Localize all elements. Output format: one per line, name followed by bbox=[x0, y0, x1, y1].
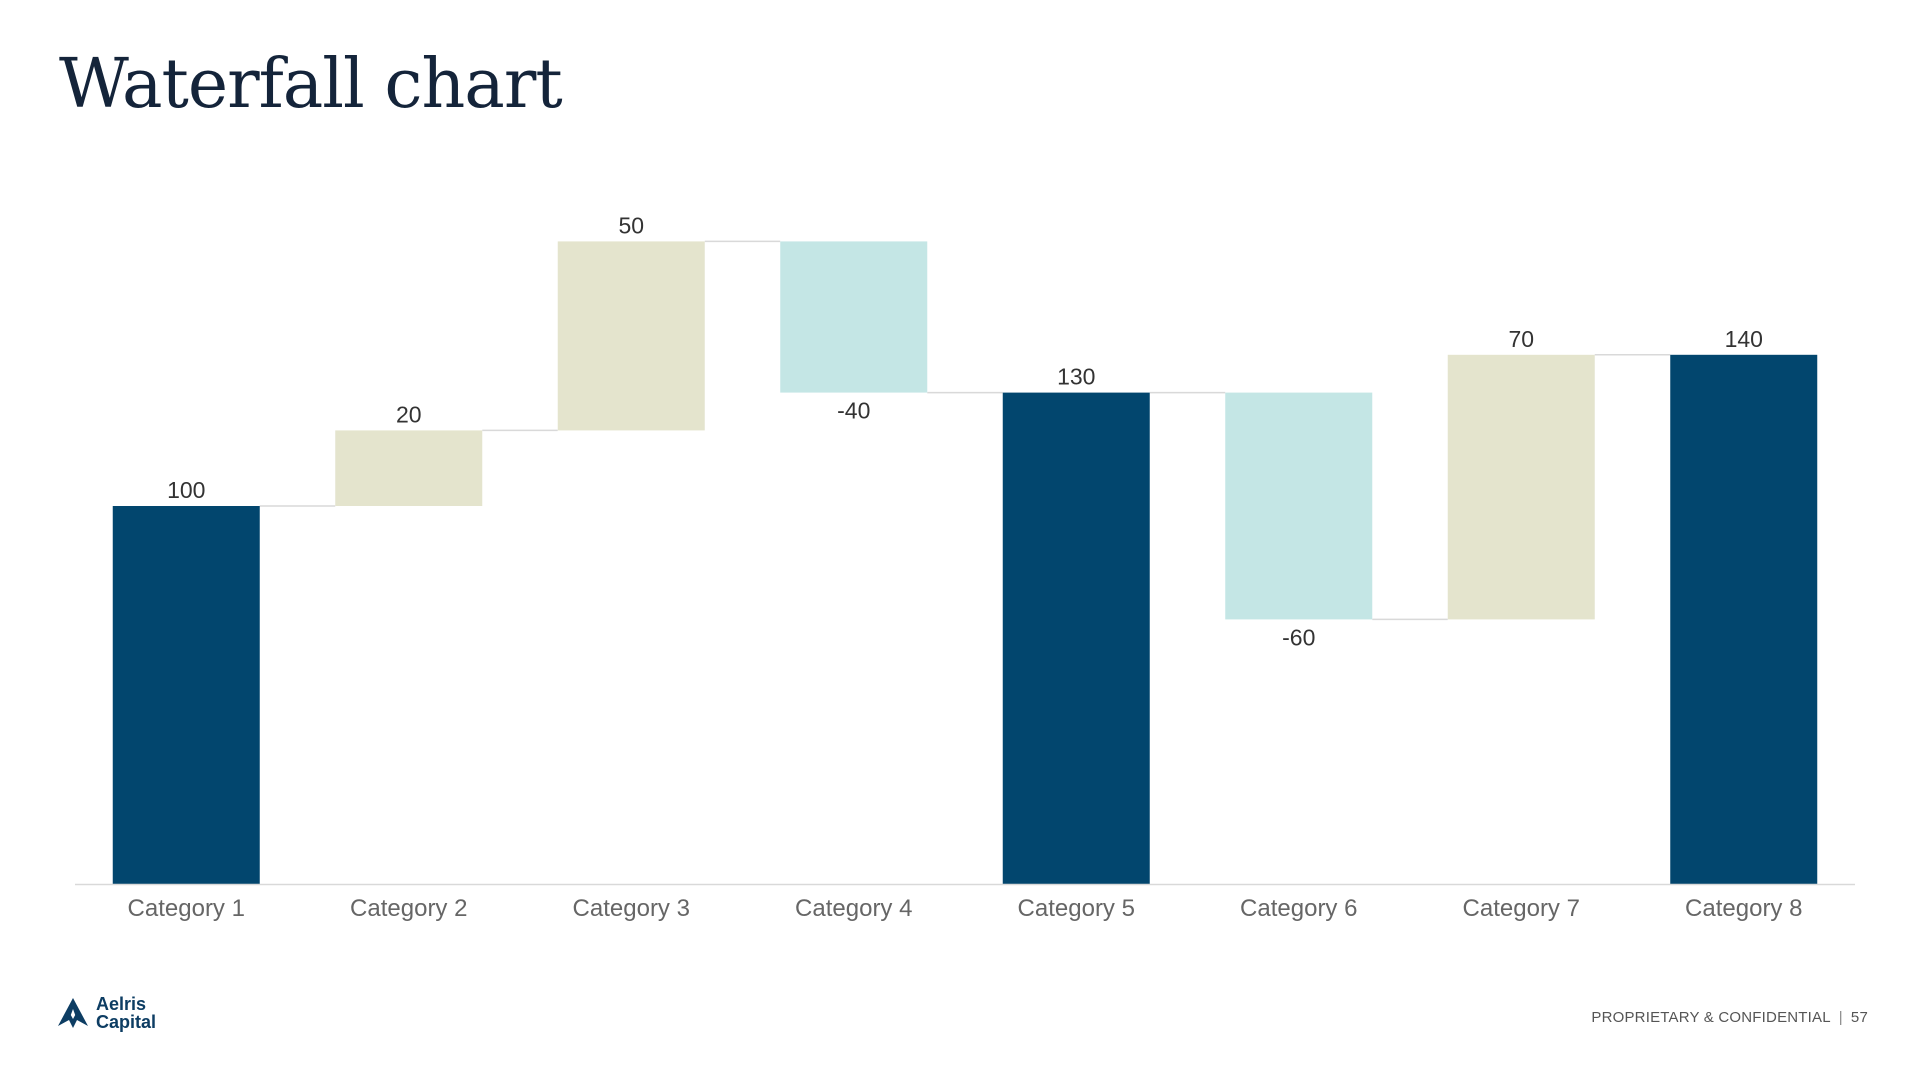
bar-7 bbox=[1447, 354, 1595, 620]
data-label-2: 20 bbox=[396, 401, 422, 427]
category-label-8: Category 8 bbox=[1685, 895, 1802, 922]
footer-separator: | bbox=[1838, 1009, 1843, 1026]
data-label-6: -60 bbox=[1282, 624, 1315, 650]
data-label-3: 50 bbox=[618, 212, 644, 238]
page-number: 57 bbox=[1850, 1009, 1868, 1026]
bar-4 bbox=[780, 241, 928, 393]
slide-title: Waterfall chart bbox=[59, 45, 563, 124]
data-label-4: -40 bbox=[837, 398, 870, 424]
logo-subname: Capital bbox=[96, 1012, 157, 1032]
bars bbox=[112, 241, 1818, 884]
data-label-7: 70 bbox=[1508, 326, 1534, 352]
connector-lines bbox=[259, 240, 1671, 621]
bar-3 bbox=[557, 241, 705, 431]
bar-1 bbox=[112, 506, 260, 884]
confidential-notice: PROPRIETARY & CONFIDENTIAL bbox=[1591, 1009, 1831, 1026]
bar-8 bbox=[1670, 354, 1818, 884]
bar-5 bbox=[1002, 392, 1150, 884]
category-label-3: Category 3 bbox=[573, 895, 690, 922]
data-label-5: 130 bbox=[1057, 364, 1095, 390]
category-label-7: Category 7 bbox=[1463, 895, 1580, 922]
footer: PROPRIETARY & CONFIDENTIAL | 57 bbox=[1591, 1009, 1868, 1026]
bar-6 bbox=[1225, 392, 1373, 620]
bar-2 bbox=[335, 430, 483, 506]
category-axis-labels: Category 1 Category 2 Category 3 Category 4… bbox=[128, 895, 1803, 922]
star-triangle-icon bbox=[58, 998, 88, 1028]
category-label-1: Category 1 bbox=[128, 895, 245, 922]
category-label-5: Category 5 bbox=[1018, 895, 1135, 922]
category-label-2: Category 2 bbox=[350, 895, 467, 922]
data-labels: 100 20 50 -40 130 -60 70 140 bbox=[167, 212, 1763, 650]
company-logo: Aelris Capital bbox=[56, 995, 156, 1031]
data-label-1: 100 bbox=[167, 477, 205, 503]
category-label-6: Category 6 bbox=[1240, 895, 1357, 922]
data-label-8: 140 bbox=[1725, 326, 1763, 352]
logo-name: Aelris bbox=[96, 994, 147, 1014]
category-label-4: Category 4 bbox=[795, 895, 912, 922]
